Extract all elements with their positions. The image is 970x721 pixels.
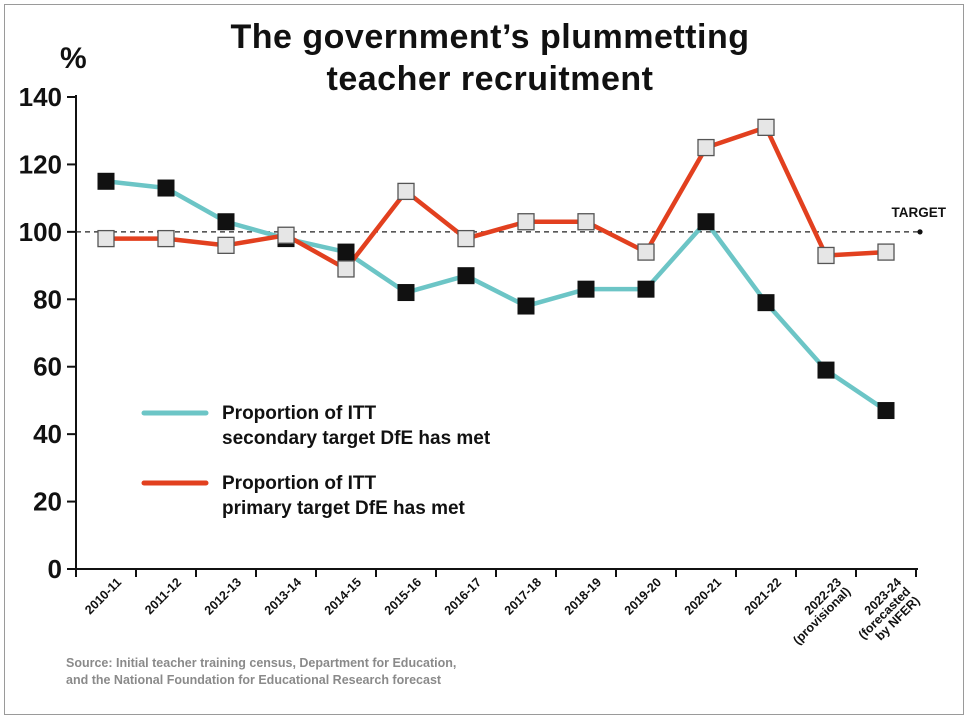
source-note: Source: Initial teacher training census,… — [66, 655, 456, 689]
y-axis-unit-label: % — [60, 42, 87, 75]
data-point-series-0 — [217, 213, 235, 231]
x-tick-label-line: 2013-14 — [262, 575, 304, 617]
data-point-series-0 — [457, 267, 475, 285]
x-tick-label: 2015-16 — [382, 575, 424, 617]
x-tick-label: 2020-21 — [682, 575, 724, 617]
series-lines — [103, 125, 889, 413]
data-point-series-1 — [457, 229, 475, 248]
x-tick-label-line: 2021-22 — [742, 575, 784, 617]
legend-label-line-2: secondary target DfE has met — [222, 428, 491, 449]
x-tick-label: 2010-11 — [82, 575, 124, 617]
x-tick-label: 2018-19 — [562, 575, 604, 617]
data-point-series-1 — [217, 236, 235, 254]
data-point-series-1 — [877, 243, 895, 261]
x-tick-label-line: 2018-19 — [562, 575, 604, 617]
target-label: TARGET — [892, 205, 947, 220]
series-line-1 — [103, 125, 889, 272]
y-tick-label: 20 — [33, 487, 62, 517]
data-point-series-1 — [637, 243, 655, 261]
x-tick-label: 2014-15 — [322, 575, 364, 617]
chart-title-line-2: teacher recruitment — [326, 60, 654, 98]
data-point-series-1 — [517, 213, 535, 231]
data-point-series-1 — [697, 138, 715, 157]
y-tick-label: 140 — [19, 82, 62, 112]
x-tick-label: 2013-14 — [262, 575, 304, 617]
data-point-series-0 — [877, 402, 895, 420]
data-point-series-0 — [517, 297, 535, 315]
x-tick-label: 2019-20 — [622, 575, 664, 617]
x-tick-label-line: 2014-15 — [322, 575, 364, 617]
data-point-series-1 — [337, 260, 355, 278]
x-tick-label: 2017-18 — [502, 575, 544, 617]
source-line-2: and the National Foundation for Educatio… — [66, 673, 442, 687]
target-layer: TARGET — [76, 205, 947, 235]
x-tick-label-line: 2012-13 — [202, 575, 244, 617]
data-point-series-1 — [157, 229, 175, 248]
x-tick-label-line: 2011-12 — [142, 575, 184, 617]
target-dot — [917, 229, 923, 235]
x-tick-label-line: 2019-20 — [622, 575, 664, 617]
data-point-series-1 — [757, 118, 775, 136]
data-point-series-0 — [97, 172, 115, 190]
x-tick-label-line: 2010-11 — [82, 575, 124, 617]
legend-label-line-1: Proportion of ITT — [222, 473, 376, 494]
data-point-series-1 — [577, 213, 595, 231]
y-tick-label: 60 — [33, 352, 62, 382]
chart-title-line-1: The government’s plummetting — [230, 18, 750, 56]
data-point-series-1 — [397, 182, 415, 201]
series-markers — [97, 118, 895, 420]
data-point-series-1 — [97, 229, 115, 248]
data-point-series-0 — [817, 361, 835, 379]
y-tick-label: 40 — [33, 419, 62, 449]
data-point-series-0 — [757, 294, 775, 312]
x-tick-label: 2021-22 — [742, 575, 784, 617]
data-point-series-0 — [337, 243, 355, 261]
legend: Proportion of ITT secondary target DfE ha… — [141, 403, 491, 519]
data-point-series-0 — [637, 280, 655, 298]
x-tick-label-line: 2015-16 — [382, 575, 424, 617]
y-tick-label: 120 — [19, 149, 62, 179]
x-tick-label-line: 2020-21 — [682, 575, 724, 617]
y-tick-label: 0 — [48, 554, 62, 584]
data-point-series-0 — [577, 280, 595, 298]
x-tick-label-line: 2017-18 — [502, 575, 544, 617]
data-point-series-0 — [697, 213, 715, 231]
x-tick-label: 2016-17 — [442, 575, 484, 617]
data-point-series-0 — [397, 284, 415, 302]
data-point-series-0 — [157, 179, 175, 197]
source-line-1: Source: Initial teacher training census,… — [66, 656, 457, 670]
x-tick-label: 2022-23(provisional) — [781, 575, 853, 647]
y-tick-label: 80 — [33, 284, 62, 314]
legend-label-line-1: Proportion of ITT — [222, 403, 376, 424]
data-point-series-1 — [277, 226, 295, 244]
y-tick-label: 100 — [19, 217, 62, 247]
chart-frame — [4, 4, 964, 715]
x-tick-label: 2011-12 — [142, 575, 184, 617]
x-tick-label: 2012-13 — [202, 575, 244, 617]
x-tick-label-line: 2016-17 — [442, 575, 484, 617]
legend-label-line-2: primary target DfE has met — [222, 498, 466, 519]
series-line-0 — [103, 179, 889, 413]
data-point-series-1 — [817, 246, 835, 265]
x-tick-label: 2023-24(forecastedby NFER) — [847, 575, 923, 651]
